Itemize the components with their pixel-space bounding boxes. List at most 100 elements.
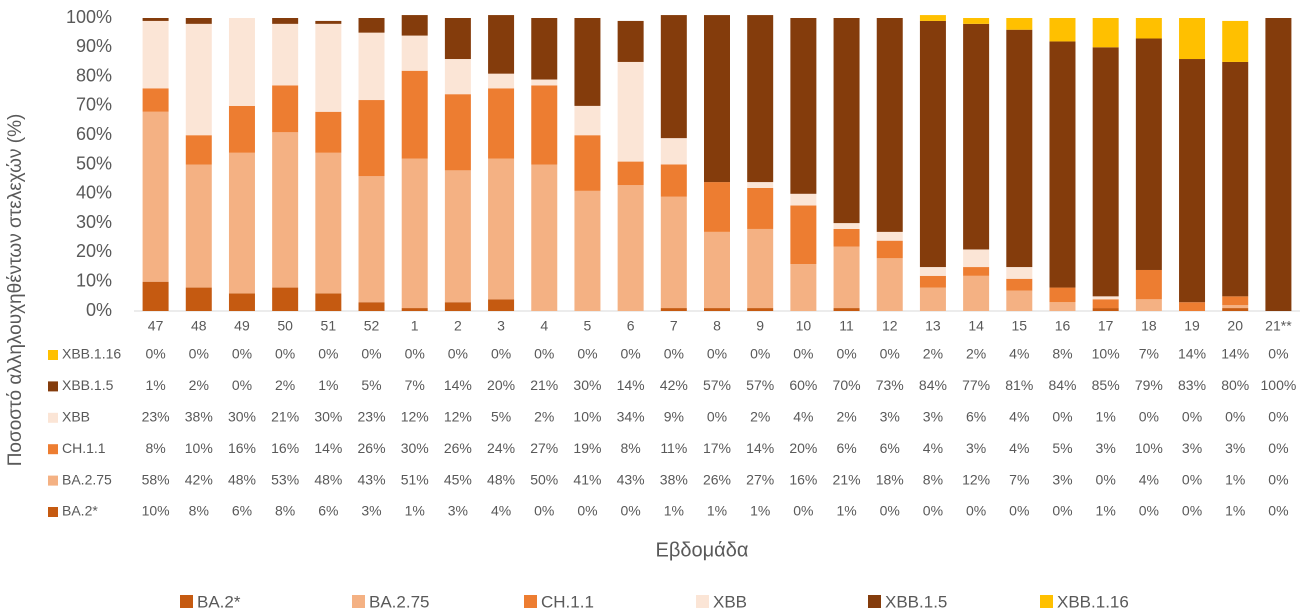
table-cell: 1% <box>318 377 338 393</box>
x-tick-label: 3 <box>497 318 505 334</box>
legend-label: BA.2.75 <box>369 592 430 611</box>
table-cell: 1% <box>664 503 684 519</box>
bar-segment <box>358 18 385 33</box>
table-cell: 4% <box>491 503 511 519</box>
x-tick-label: 12 <box>882 318 898 334</box>
bar-segment <box>228 152 255 294</box>
bar-segment <box>919 15 946 21</box>
bar-segment <box>790 193 817 206</box>
table-row-label: XBB.1.16 <box>62 346 121 362</box>
x-tick-label: 52 <box>364 318 380 334</box>
bar-segment <box>1222 296 1249 306</box>
table-cell: 27% <box>530 440 558 456</box>
table-cell: 57% <box>746 377 774 393</box>
y-tick-label: 50% <box>76 153 112 173</box>
y-tick-label: 0% <box>86 300 112 320</box>
x-tick-label: 10 <box>796 318 812 334</box>
bar-segment <box>876 258 903 311</box>
x-tick-label: 5 <box>584 318 592 334</box>
table-cell: 0% <box>232 377 252 393</box>
table-cell: 1% <box>750 503 770 519</box>
x-tick-label: 51 <box>321 318 337 334</box>
bar-segment <box>1265 18 1292 311</box>
x-tick-label: 47 <box>148 318 164 334</box>
table-cell: 0% <box>361 346 381 362</box>
bar-segment <box>833 223 860 229</box>
table-cell: 12% <box>444 409 472 425</box>
bar-segment <box>876 231 903 241</box>
table-cell: 0% <box>189 346 209 362</box>
table-cell: 8% <box>923 471 943 487</box>
bar-segment <box>315 23 342 112</box>
table-cell: 0% <box>707 346 727 362</box>
table-cell: 21% <box>833 471 861 487</box>
table-cell: 41% <box>573 471 601 487</box>
table-cell: 43% <box>617 471 645 487</box>
bar-segment <box>488 88 515 159</box>
bar-segment <box>1092 299 1119 309</box>
table-cell: 53% <box>271 471 299 487</box>
table-legend-key <box>48 350 58 360</box>
table-cell: 2% <box>189 377 209 393</box>
table-cell: 2% <box>836 409 856 425</box>
table-legend-key <box>48 412 58 423</box>
table-cell: 12% <box>962 471 990 487</box>
bar-segment <box>401 158 428 309</box>
table-cell: 0% <box>1225 409 1245 425</box>
bar-segment <box>963 275 990 311</box>
table-cell: 14% <box>746 440 774 456</box>
bar-segment <box>444 170 471 303</box>
bar-segment <box>660 196 687 309</box>
bar-segment <box>488 158 515 300</box>
bar-segment <box>617 20 644 62</box>
table-cell: 85% <box>1092 377 1120 393</box>
table-cell: 2% <box>275 377 295 393</box>
bar-segment <box>531 85 558 165</box>
table-cell: 2% <box>750 409 770 425</box>
bar-segment <box>1179 18 1206 60</box>
bar-segment <box>315 20 342 24</box>
table-cell: 0% <box>1096 471 1116 487</box>
table-cell: 0% <box>1268 471 1288 487</box>
table-cell: 14% <box>1221 346 1249 362</box>
bar-segment <box>358 302 385 311</box>
table-cell: 9% <box>664 409 684 425</box>
bar-segment <box>1222 61 1249 297</box>
bar-segment <box>876 240 903 259</box>
bar-segment <box>401 70 428 159</box>
table-cell: 7% <box>1009 471 1029 487</box>
bar-segment <box>617 185 644 311</box>
table-legend-key <box>48 507 58 517</box>
table-cell: 11% <box>660 440 687 456</box>
bar-segment <box>401 15 428 36</box>
table-cell: 8% <box>275 503 295 519</box>
bar-segment <box>1006 18 1033 30</box>
table-cell: 1% <box>836 503 856 519</box>
bar-segment <box>747 15 774 183</box>
table-cell: 84% <box>1048 377 1076 393</box>
table-cell: 0% <box>707 409 727 425</box>
bar-segment <box>488 15 515 74</box>
table-cell: 3% <box>1052 471 1072 487</box>
legend-key <box>696 595 709 608</box>
bar-segment <box>1135 18 1162 39</box>
x-tick-label: 16 <box>1055 318 1071 334</box>
bar-segment <box>185 164 212 288</box>
bar-segment <box>444 302 471 311</box>
table-cell: 30% <box>573 377 601 393</box>
table-cell: 16% <box>228 440 256 456</box>
table-cell: 0% <box>1139 409 1159 425</box>
table-cell: 0% <box>1268 409 1288 425</box>
table-cell: 16% <box>271 440 299 456</box>
table-cell: 0% <box>1182 471 1202 487</box>
legend-label: XBB <box>713 592 747 611</box>
bar-segment <box>833 228 860 247</box>
table-cell: 4% <box>923 440 943 456</box>
bar-segment <box>919 20 946 268</box>
bar-segment <box>1006 278 1033 291</box>
table-cell: 4% <box>1009 409 1029 425</box>
x-tick-label: 4 <box>540 318 548 334</box>
table-cell: 45% <box>444 471 472 487</box>
bar-segment <box>919 287 946 311</box>
table-cell: 0% <box>318 346 338 362</box>
